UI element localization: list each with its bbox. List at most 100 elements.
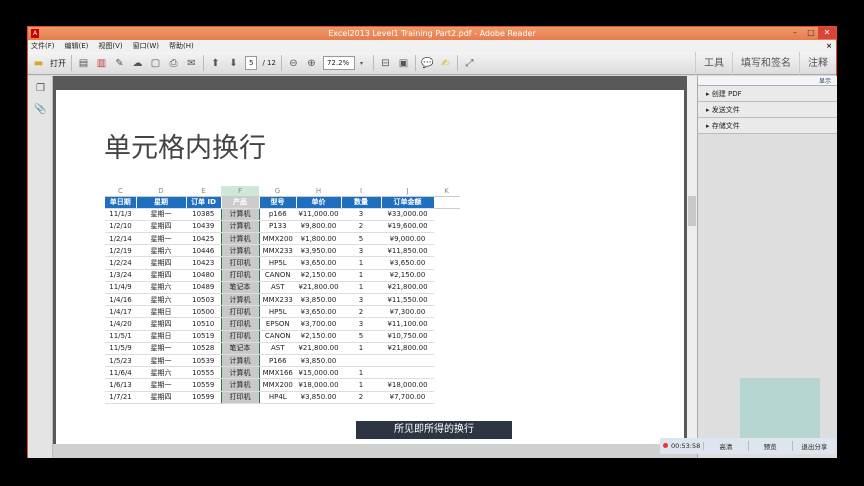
prev-page-icon[interactable]: ⬆ [211,57,220,69]
table-cell: 5 [341,232,381,246]
table-cell: 计算机 [220,232,260,246]
table-cell: MMX200 [259,378,296,392]
cloud-upload-icon[interactable]: ☁ [132,57,143,69]
table-cell: 计算机 [220,208,260,221]
table-row: 1/4/16 星期六 10503 计算机 MMX233 ¥3,850.00 3 ¥11,550… [105,293,459,307]
column-header: 星期 [136,196,187,209]
open-button[interactable]: 打开 [50,58,66,68]
table-cell: 11/1/3 [105,208,136,221]
pages-icon[interactable]: ❐ [36,83,45,94]
table-cell: ¥9,800.00 [296,220,341,234]
table-row: 1/2/14 星期一 10425 计算机 MMX200 ¥1,800.00 5 ¥9,000.… [105,232,459,246]
panel-item-send-file[interactable]: ▸ 发送文件 [698,102,837,118]
next-page-icon[interactable]: ⬇ [229,57,238,69]
maximize-button[interactable]: □ [807,28,815,37]
table-row: 11/5/9 星期一 10528 笔记本 AST ¥21,800.00 1 ¥21,800.0… [105,342,459,355]
edit-icon[interactable]: ✎ [115,57,124,69]
table-cell: 星期一 [136,208,186,221]
table-cell: ¥18,000.00 [381,378,434,392]
zoom-in-icon[interactable]: ⊕ [307,57,316,69]
navigation-pane: ❐ 📎 [28,76,53,458]
table-cell: 计算机 [220,293,260,307]
table-cell: MMX200 [259,232,296,246]
table-cell: p166 [259,208,296,221]
column-header: 型号 [259,196,297,209]
sign-icon[interactable]: ✍ [441,57,450,69]
table-row: 1/2/24 星期四 10423 打印机 HP5L ¥3,650.00 1 ¥3,650.00 [105,256,459,270]
panel-item-store-file[interactable]: ▸ 存储文件 [698,118,837,134]
table-cell: AST [259,281,296,295]
divider [414,55,416,71]
table-cell: 1 [341,269,381,282]
email-icon[interactable]: ✉ [187,57,196,69]
print-icon[interactable]: ⎙ [169,57,178,69]
table-row: 1/6/13 星期一 10559 计算机 MMX200 ¥18,000.00 1 ¥18,00… [105,378,459,392]
table-cell: HP5L [259,305,296,319]
scrollbar-thumb[interactable] [688,196,696,226]
comment-icon[interactable]: 💬 [421,57,434,69]
fullscreen-icon[interactable]: ⤢ [465,57,474,69]
menu-file[interactable]: 文件(F) [31,42,55,50]
close-button[interactable]: ✕ [818,27,836,39]
tab-fill-sign[interactable]: 填写和签名 [732,52,799,75]
close-doc-icon[interactable]: × [826,42,832,50]
preview-button[interactable]: 预览 [749,441,793,451]
table-cell: 2 [341,305,381,319]
attachment-icon[interactable]: 📎 [34,104,47,115]
zoom-select[interactable]: 72.2% [322,56,355,70]
table-cell: P133 [259,220,296,234]
page-number-input[interactable]: 5 [245,56,258,70]
table-cell: 星期四 [136,317,186,331]
fit-page-icon[interactable]: ⊟ [381,57,390,69]
zoom-out-icon[interactable]: ⊖ [289,57,298,69]
table-cell: 10425 [186,232,221,246]
document-view: 单元格内换行 C D E F G H I J K 单日期 星期 订单 ID 产品 型号 单价 数量 订单金额 11… [53,76,687,444]
time-label: 00:53:58 [671,442,701,450]
table-cell: HP5L [259,256,296,270]
column-header: 单价 [296,196,342,209]
column-letter: J [381,186,434,197]
exit-share-button[interactable]: 退出分享 [801,443,828,451]
table-cell: 10385 [186,208,221,221]
table-cell: 1/4/17 [105,305,136,319]
adobe-reader-window: A Excel2013 Level1 Training Part2.pdf - … [27,26,837,458]
create-pdf-icon[interactable]: ▤ [78,57,89,69]
minimize-button[interactable]: – [793,28,797,37]
table-cell: 星期一 [136,354,186,368]
save-icon[interactable]: ▢ [150,57,161,69]
folder-open-icon[interactable]: ▬ [33,57,44,69]
table-cell: 10555 [186,366,221,380]
table-cell: ¥21,800.00 [381,342,434,355]
vertical-scrollbar[interactable] [687,76,697,444]
table-cell: ¥9,000.00 [381,232,434,246]
panel-item-create-pdf[interactable]: ▸ 创建 PDF [698,86,837,102]
chevron-down-icon[interactable]: ▾ [359,59,363,67]
divider [372,55,374,71]
table-cell: ¥21,800.00 [296,281,341,295]
menu-help[interactable]: 帮助(H) [169,42,194,50]
table-cell: 10439 [186,220,221,234]
table-cell: ¥19,600.00 [381,220,434,234]
table-row: 1/3/24 星期四 10480 打印机 CANON ¥2,150.00 1 ¥2,150.0… [105,269,459,282]
menu-view[interactable]: 视图(V) [98,42,123,50]
table-row: 1/4/20 星期四 10510 打印机 EPSON ¥3,700.00 3 ¥11,100.… [105,317,459,331]
fit-width-icon[interactable]: ▣ [398,57,409,69]
tab-comment[interactable]: 注释 [799,52,836,75]
table-cell: 10489 [186,281,221,295]
panel-display-link[interactable]: 显示 [698,76,837,86]
menu-window[interactable]: 窗口(W) [132,42,160,50]
table-cell: 1/2/19 [105,244,136,258]
table-cell: 10559 [186,378,221,392]
column-header: 订单 ID [186,196,222,209]
hd-button[interactable]: 高清 [704,441,749,451]
table-cell: 3 [341,244,381,258]
table-cell: 10500 [186,305,221,319]
table-cell: 打印机 [220,391,260,404]
combine-icon[interactable]: ▥ [96,57,107,69]
table-cell: 星期四 [136,269,186,282]
menu-edit[interactable]: 编辑(E) [64,42,89,50]
tab-tools[interactable]: 工具 [695,52,732,75]
table-row: 11/1/3 星期一 10385 计算机 p166 ¥11,000.00 3 ¥33,000.… [105,208,459,221]
table-cell: ¥21,800.00 [381,281,434,295]
table-cell: 11/6/4 [105,366,136,380]
